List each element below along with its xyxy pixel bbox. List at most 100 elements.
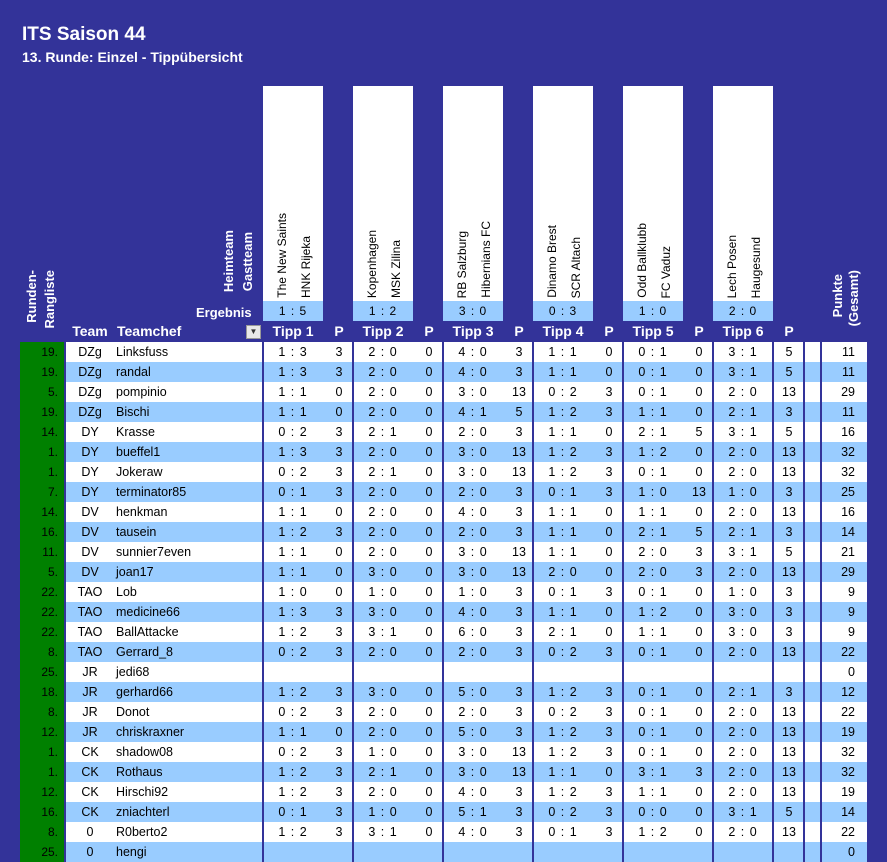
points-cell[interactable]: 0 xyxy=(695,725,703,739)
rank-cell[interactable]: 14. xyxy=(20,422,64,442)
tipp-cell[interactable]: 2 : 0 xyxy=(728,725,758,739)
points-cell[interactable]: 0 xyxy=(605,605,613,619)
tipp-cell[interactable]: 1 : 2 xyxy=(548,725,578,739)
points-cell[interactable]: 3 xyxy=(515,705,523,719)
total-points-cell[interactable]: 9 xyxy=(848,585,855,599)
tipp-cell[interactable]: 2 : 0 xyxy=(638,565,668,579)
tipp-cell[interactable]: 2 : 1 xyxy=(638,525,668,539)
points-cell[interactable]: 3 xyxy=(605,585,613,599)
points-cell[interactable]: 3 xyxy=(785,585,793,599)
total-points-cell[interactable]: 0 xyxy=(848,665,855,679)
tipp-cell[interactable]: 0 : 1 xyxy=(638,385,668,399)
points-cell[interactable]: 13 xyxy=(782,705,796,719)
tipp-cell[interactable]: 3 : 0 xyxy=(368,685,398,699)
total-points-cell[interactable]: 19 xyxy=(841,785,855,799)
teamchef-cell[interactable]: randal xyxy=(116,365,151,379)
points-cell[interactable] xyxy=(415,842,443,862)
teamchef-cell[interactable]: shadow08 xyxy=(116,745,173,759)
points-cell[interactable]: 0 xyxy=(425,405,433,419)
points-cell[interactable]: 3 xyxy=(785,685,793,699)
points-cell[interactable]: 3 xyxy=(335,765,343,779)
points-cell[interactable]: 0 xyxy=(335,385,343,399)
tipp-cell[interactable]: 2 : 0 xyxy=(368,545,398,559)
teamchef-cell[interactable]: pompinio xyxy=(116,385,167,399)
total-points-cell[interactable]: 0 xyxy=(848,845,855,859)
points-cell[interactable]: 3 xyxy=(785,405,793,419)
points-cell[interactable]: 13 xyxy=(782,385,796,399)
rank-cell[interactable]: 12. xyxy=(20,722,64,742)
points-cell[interactable]: 3 xyxy=(335,785,343,799)
tipp-cell[interactable]: 1 : 0 xyxy=(728,485,758,499)
total-points-cell[interactable]: 32 xyxy=(841,745,855,759)
total-points-cell[interactable]: 9 xyxy=(848,625,855,639)
points-cell[interactable]: 0 xyxy=(425,585,433,599)
tipp-cell[interactable]: 1 : 2 xyxy=(548,745,578,759)
tipp-cell[interactable]: 5 : 0 xyxy=(458,685,488,699)
total-points-cell[interactable]: 25 xyxy=(841,485,855,499)
teamchef-cell[interactable]: henkman xyxy=(116,505,168,519)
tipp-cell[interactable]: 0 : 1 xyxy=(638,685,668,699)
points-cell[interactable]: 0 xyxy=(425,385,433,399)
teamchef-cell[interactable]: terminator85 xyxy=(116,485,187,499)
tipp-cell[interactable]: 2 : 0 xyxy=(368,345,398,359)
points-cell[interactable]: 0 xyxy=(695,785,703,799)
tipp-cell[interactable]: 1 : 1 xyxy=(548,365,578,379)
rank-cell[interactable]: 8. xyxy=(20,642,64,662)
points-cell[interactable]: 3 xyxy=(605,685,613,699)
team-cell[interactable]: TAO xyxy=(77,625,103,639)
points-cell[interactable]: 3 xyxy=(695,765,703,779)
tipp-cell[interactable]: 0 : 1 xyxy=(638,645,668,659)
rank-cell[interactable]: 16. xyxy=(20,802,64,822)
tipp-cell[interactable]: 2 : 0 xyxy=(368,365,398,379)
tipp-cell[interactable]: 1 : 2 xyxy=(278,825,308,839)
points-cell[interactable]: 0 xyxy=(695,705,703,719)
tipp-cell[interactable]: 1 : 1 xyxy=(638,505,668,519)
points-cell[interactable]: 5 xyxy=(785,345,793,359)
points-cell[interactable]: 13 xyxy=(512,745,526,759)
tipp-cell[interactable] xyxy=(713,662,773,682)
points-cell[interactable]: 3 xyxy=(335,485,343,499)
points-cell[interactable] xyxy=(775,662,803,682)
tipp-cell[interactable]: 1 : 1 xyxy=(638,405,668,419)
points-cell[interactable]: 0 xyxy=(425,725,433,739)
points-cell[interactable]: 3 xyxy=(335,645,343,659)
tipp-cell[interactable]: 0 : 1 xyxy=(638,345,668,359)
points-cell[interactable]: 13 xyxy=(782,565,796,579)
points-cell[interactable]: 0 xyxy=(695,405,703,419)
tipp-cell[interactable]: 2 : 0 xyxy=(728,445,758,459)
tipp-cell[interactable]: 0 : 1 xyxy=(638,365,668,379)
teamchef-cell[interactable]: Lob xyxy=(116,585,137,599)
points-cell[interactable]: 13 xyxy=(782,825,796,839)
points-cell[interactable]: 0 xyxy=(605,625,613,639)
tipp-cell[interactable]: 1 : 1 xyxy=(548,545,578,559)
rank-cell[interactable]: 7. xyxy=(20,482,64,502)
tipp-cell[interactable]: 3 : 0 xyxy=(458,765,488,779)
tipp-cell[interactable]: 0 : 2 xyxy=(548,385,578,399)
tipp-cell[interactable]: 4 : 0 xyxy=(458,605,488,619)
points-cell[interactable]: 0 xyxy=(425,625,433,639)
tipp-cell[interactable]: 3 : 0 xyxy=(458,565,488,579)
total-points-cell[interactable]: 32 xyxy=(841,445,855,459)
rank-cell[interactable]: 1. xyxy=(20,742,64,762)
teamchef-cell[interactable]: Hirschi92 xyxy=(116,785,169,799)
rank-cell[interactable]: 22. xyxy=(20,602,64,622)
total-points-cell[interactable]: 12 xyxy=(841,685,855,699)
total-points-cell[interactable]: 14 xyxy=(841,805,855,819)
points-cell[interactable]: 0 xyxy=(425,525,433,539)
rank-cell[interactable]: 8. xyxy=(20,702,64,722)
team-cell[interactable]: DY xyxy=(81,445,99,459)
points-cell[interactable]: 5 xyxy=(785,545,793,559)
tipp-cell[interactable]: 0 : 2 xyxy=(548,645,578,659)
tipp-cell[interactable]: 2 : 1 xyxy=(728,525,758,539)
points-cell[interactable]: 0 xyxy=(425,805,433,819)
points-cell[interactable]: 0 xyxy=(425,745,433,759)
tipp-cell[interactable]: 1 : 0 xyxy=(368,585,398,599)
tipp-cell[interactable]: 2 : 0 xyxy=(458,425,488,439)
tipp-cell[interactable]: 3 : 0 xyxy=(458,545,488,559)
team-cell[interactable]: 0 xyxy=(86,825,94,839)
tipp-cell[interactable]: 2 : 0 xyxy=(368,385,398,399)
team-cell[interactable]: DV xyxy=(81,505,99,519)
points-cell[interactable]: 0 xyxy=(695,605,703,619)
rank-cell[interactable]: 18. xyxy=(20,682,64,702)
points-cell[interactable]: 3 xyxy=(515,685,523,699)
